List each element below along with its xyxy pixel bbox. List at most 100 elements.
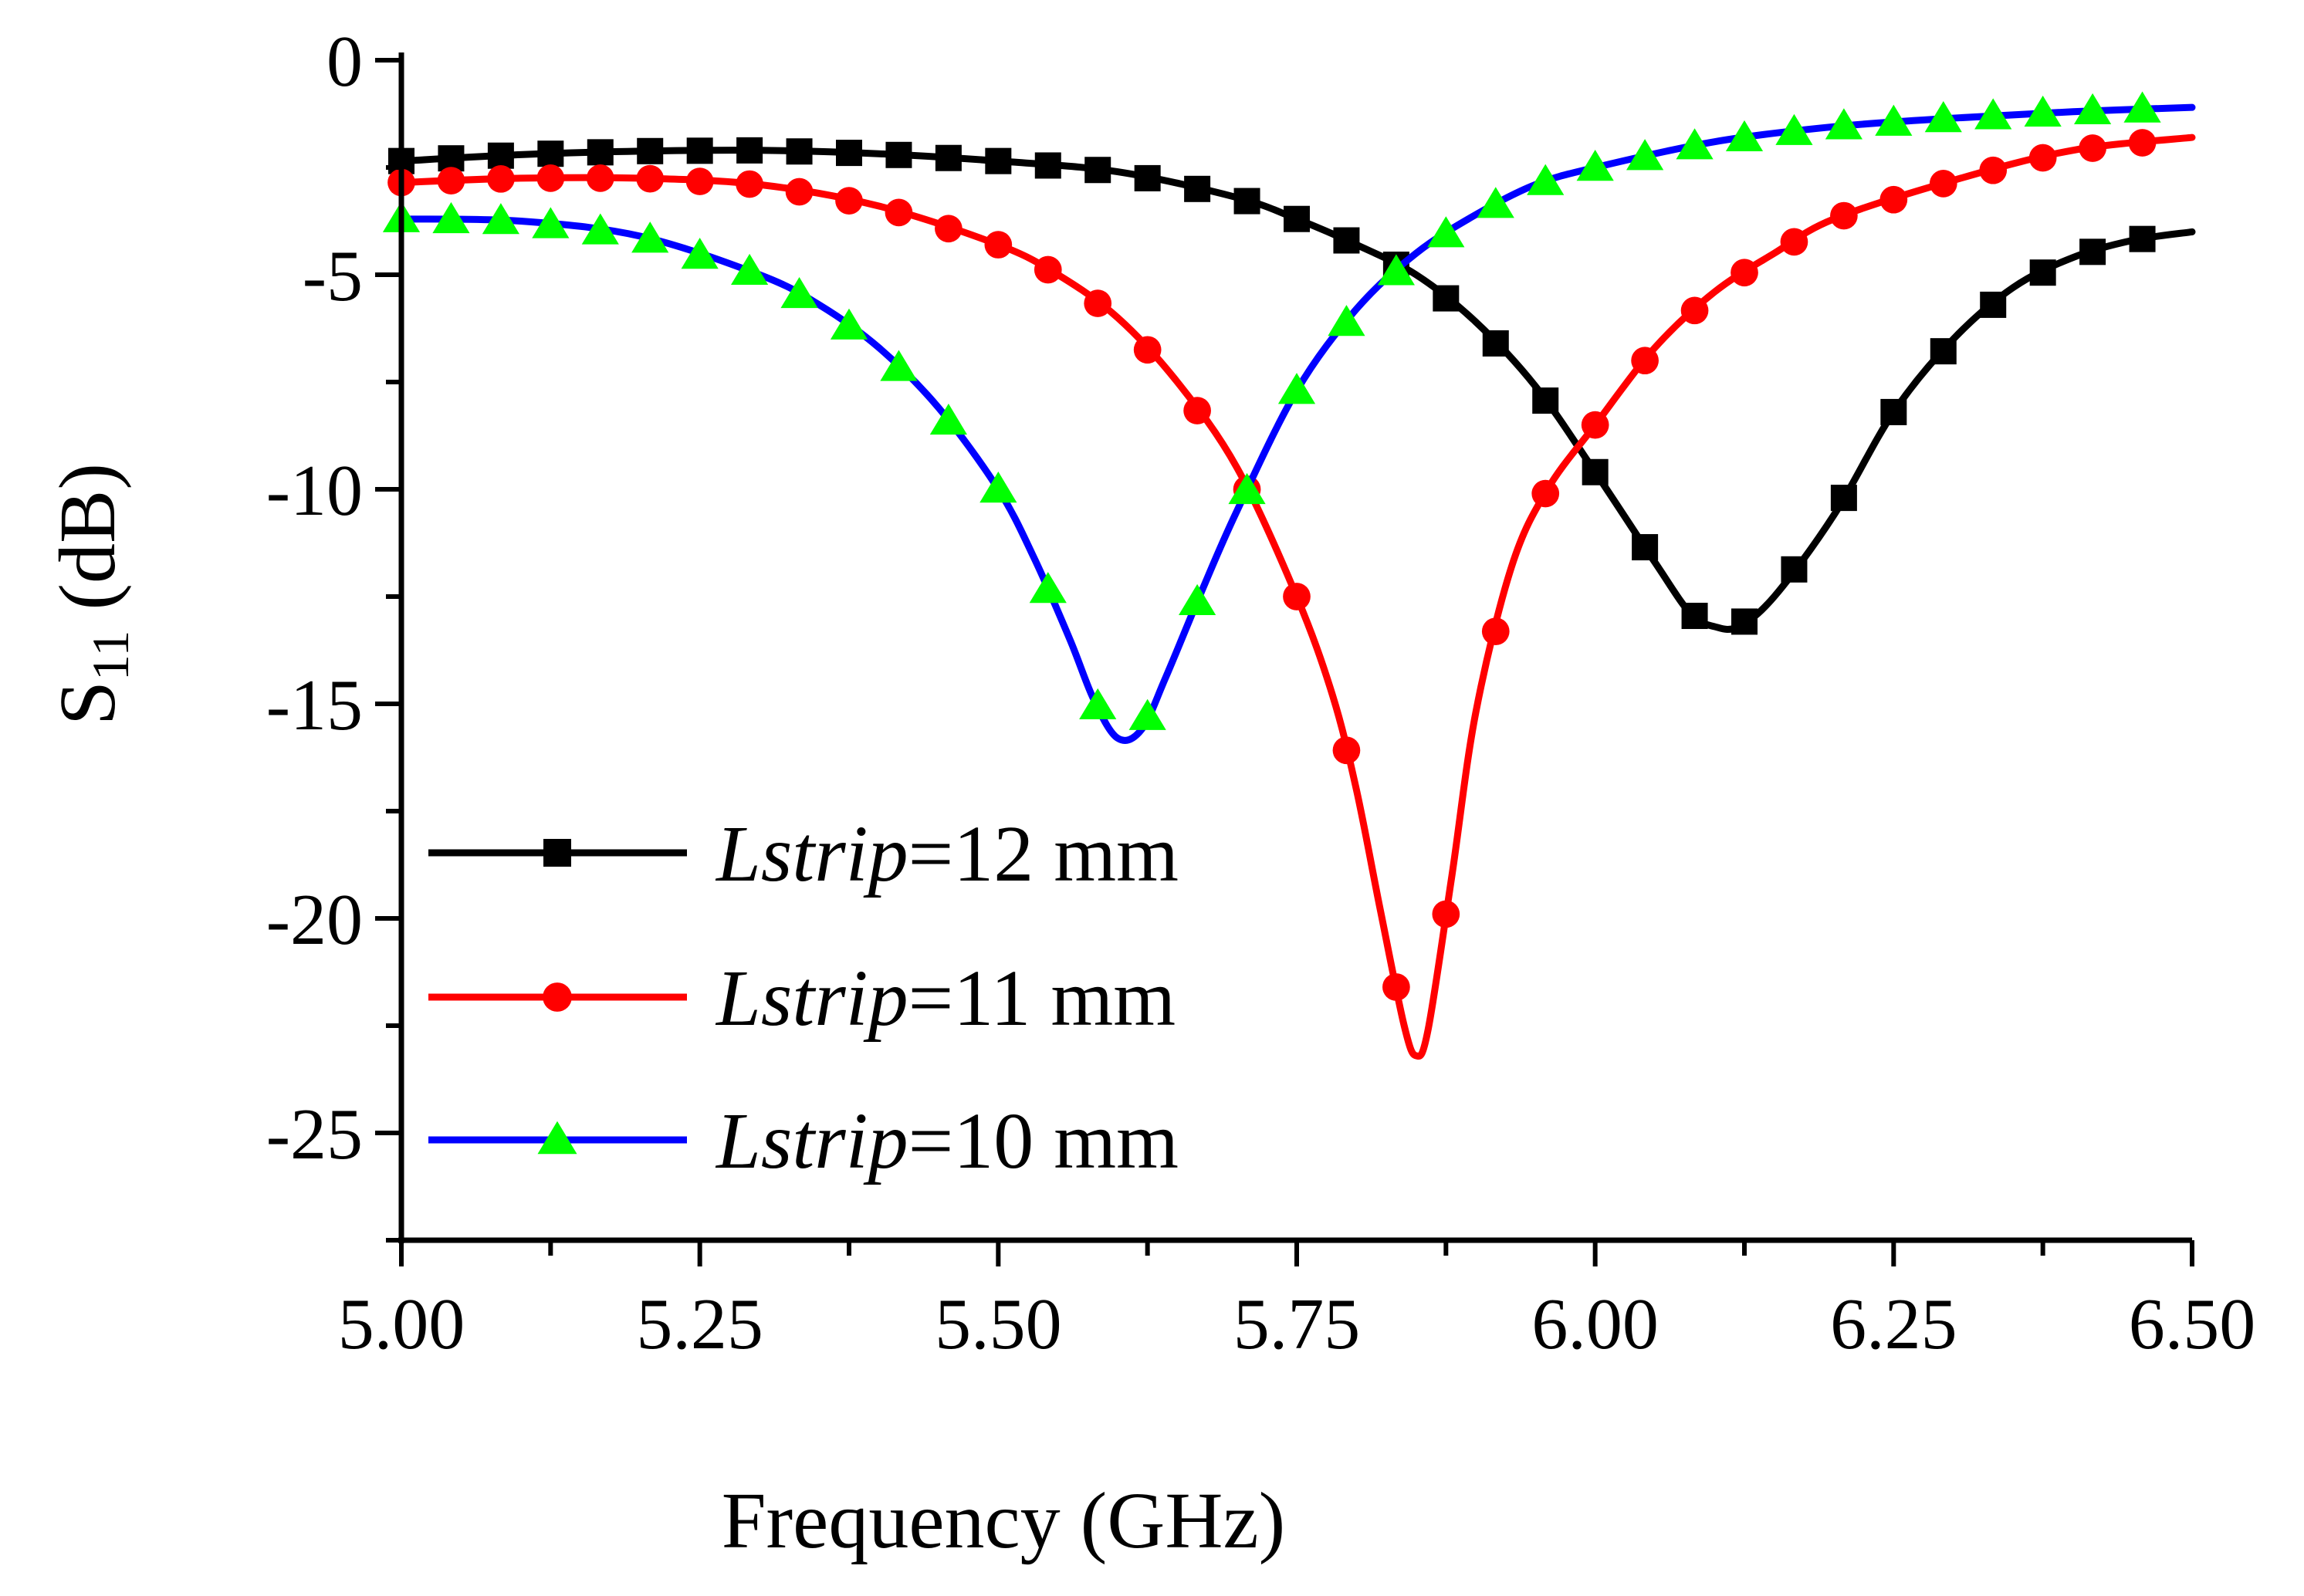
data-point-marker (1581, 411, 1609, 439)
y-axis-title: S11 (dB) (43, 463, 140, 725)
data-point-marker (835, 187, 863, 215)
data-point-marker (536, 164, 565, 192)
data-point-marker (1825, 108, 1862, 140)
data-point-marker (2074, 93, 2112, 125)
data-point-marker (1830, 485, 1857, 512)
legend-label-value: =10 mm (908, 1097, 1179, 1185)
legend-entry-2: Lstrip=11 mm (428, 954, 1176, 1043)
data-point-marker (1481, 617, 1510, 645)
data-point-marker (1532, 387, 1559, 414)
data-point-marker (885, 198, 913, 227)
data-point-marker (1929, 170, 1957, 198)
y-tick-label: -25 (266, 1094, 363, 1175)
data-point-marker (1731, 259, 1758, 287)
data-point-marker (1775, 113, 1813, 145)
data-point-marker (1034, 255, 1062, 284)
data-point-marker (1183, 397, 1211, 424)
data-point-marker (885, 141, 912, 168)
data-point-marker (1980, 291, 2007, 318)
data-point-marker (1134, 164, 1161, 191)
data-point-marker (780, 276, 818, 309)
data-point-marker (487, 142, 514, 169)
data-point-marker (681, 238, 719, 269)
data-point-marker (1332, 736, 1361, 765)
data-point-marker (587, 139, 614, 166)
data-point-marker (1725, 120, 1764, 151)
data-point-marker (1128, 698, 1166, 730)
x-axis-title: Frequency (GHz) (722, 1476, 1286, 1565)
data-point-marker (581, 213, 619, 245)
data-point-marker (836, 140, 862, 167)
data-point-marker (1731, 608, 1758, 635)
data-point-marker (1284, 205, 1310, 232)
legend-label-value: =11 mm (908, 954, 1176, 1043)
data-point-marker (1427, 216, 1465, 248)
data-point-marker (1432, 900, 1460, 928)
data-point-marker (1233, 188, 1260, 215)
data-point-marker (637, 137, 664, 164)
data-point-marker (1482, 330, 1509, 357)
data-point-marker (1875, 104, 1913, 136)
data-point-marker (2024, 95, 2062, 127)
data-point-marker (1179, 583, 1216, 616)
data-point-marker (1680, 296, 1709, 325)
y-axis-title-unit: (dB) (43, 463, 132, 631)
data-point-marker (1184, 175, 1211, 202)
series-line (398, 103, 2196, 744)
data-point-marker (985, 147, 1012, 174)
y-tick-label: -5 (303, 236, 363, 316)
series-3 (382, 91, 2196, 744)
data-point-marker (1974, 98, 2012, 130)
data-point-marker (1477, 187, 1514, 218)
data-point-marker (880, 350, 918, 381)
data-point-marker (935, 144, 962, 171)
data-point-marker (830, 308, 868, 340)
data-point-marker (1626, 139, 1664, 171)
data-point-marker (1531, 479, 1560, 508)
data-point-marker (1631, 347, 1659, 375)
y-tick-label: -10 (266, 451, 363, 531)
data-point-marker (1277, 373, 1316, 404)
series-1 (388, 137, 2196, 635)
series-2 (387, 129, 2196, 1060)
legend-label-italic: Lstrip (715, 954, 908, 1043)
x-tick-label: 5.50 (935, 1284, 1062, 1364)
x-tick-label: 6.25 (1830, 1284, 1957, 1364)
series-line (398, 134, 2196, 1060)
data-point-marker (1433, 285, 1460, 312)
data-point-marker (1780, 228, 1808, 256)
legend-entry-1: Lstrip=12 mm (428, 810, 1179, 898)
data-point-marker (1079, 688, 1117, 719)
data-point-marker (685, 167, 714, 195)
data-point-marker (984, 231, 1013, 259)
data-point-marker (731, 253, 769, 286)
y-tick-label: -15 (266, 665, 363, 746)
data-point-marker (1034, 152, 1061, 179)
data-point-marker (1333, 227, 1360, 254)
data-point-marker (2029, 259, 2056, 286)
data-point-marker (1328, 305, 1365, 336)
data-point-marker (1681, 603, 1708, 630)
data-point-marker (636, 164, 665, 193)
x-tick-label: 5.25 (636, 1284, 763, 1364)
data-point-marker (2123, 91, 2161, 123)
data-point-marker (586, 164, 614, 192)
data-point-marker (1676, 128, 1714, 160)
data-point-marker (1979, 156, 2008, 184)
data-point-marker (929, 404, 967, 435)
legend-label-value: =12 mm (908, 810, 1179, 898)
legend-label: Lstrip=12 mm (715, 810, 1179, 898)
data-point-marker (1029, 572, 1067, 604)
data-point-marker (1930, 338, 1957, 365)
y-tick-label: 0 (326, 22, 363, 102)
data-point-marker (2129, 225, 2156, 252)
legend-marker (537, 1121, 577, 1155)
data-point-marker (1576, 150, 1614, 181)
data-point-marker (686, 137, 713, 164)
data-point-marker (1781, 556, 1808, 583)
data-point-marker (1228, 472, 1266, 505)
y-axis-title-main: S (43, 681, 132, 725)
data-point-marker (2079, 134, 2106, 162)
data-point-marker (1632, 534, 1659, 561)
